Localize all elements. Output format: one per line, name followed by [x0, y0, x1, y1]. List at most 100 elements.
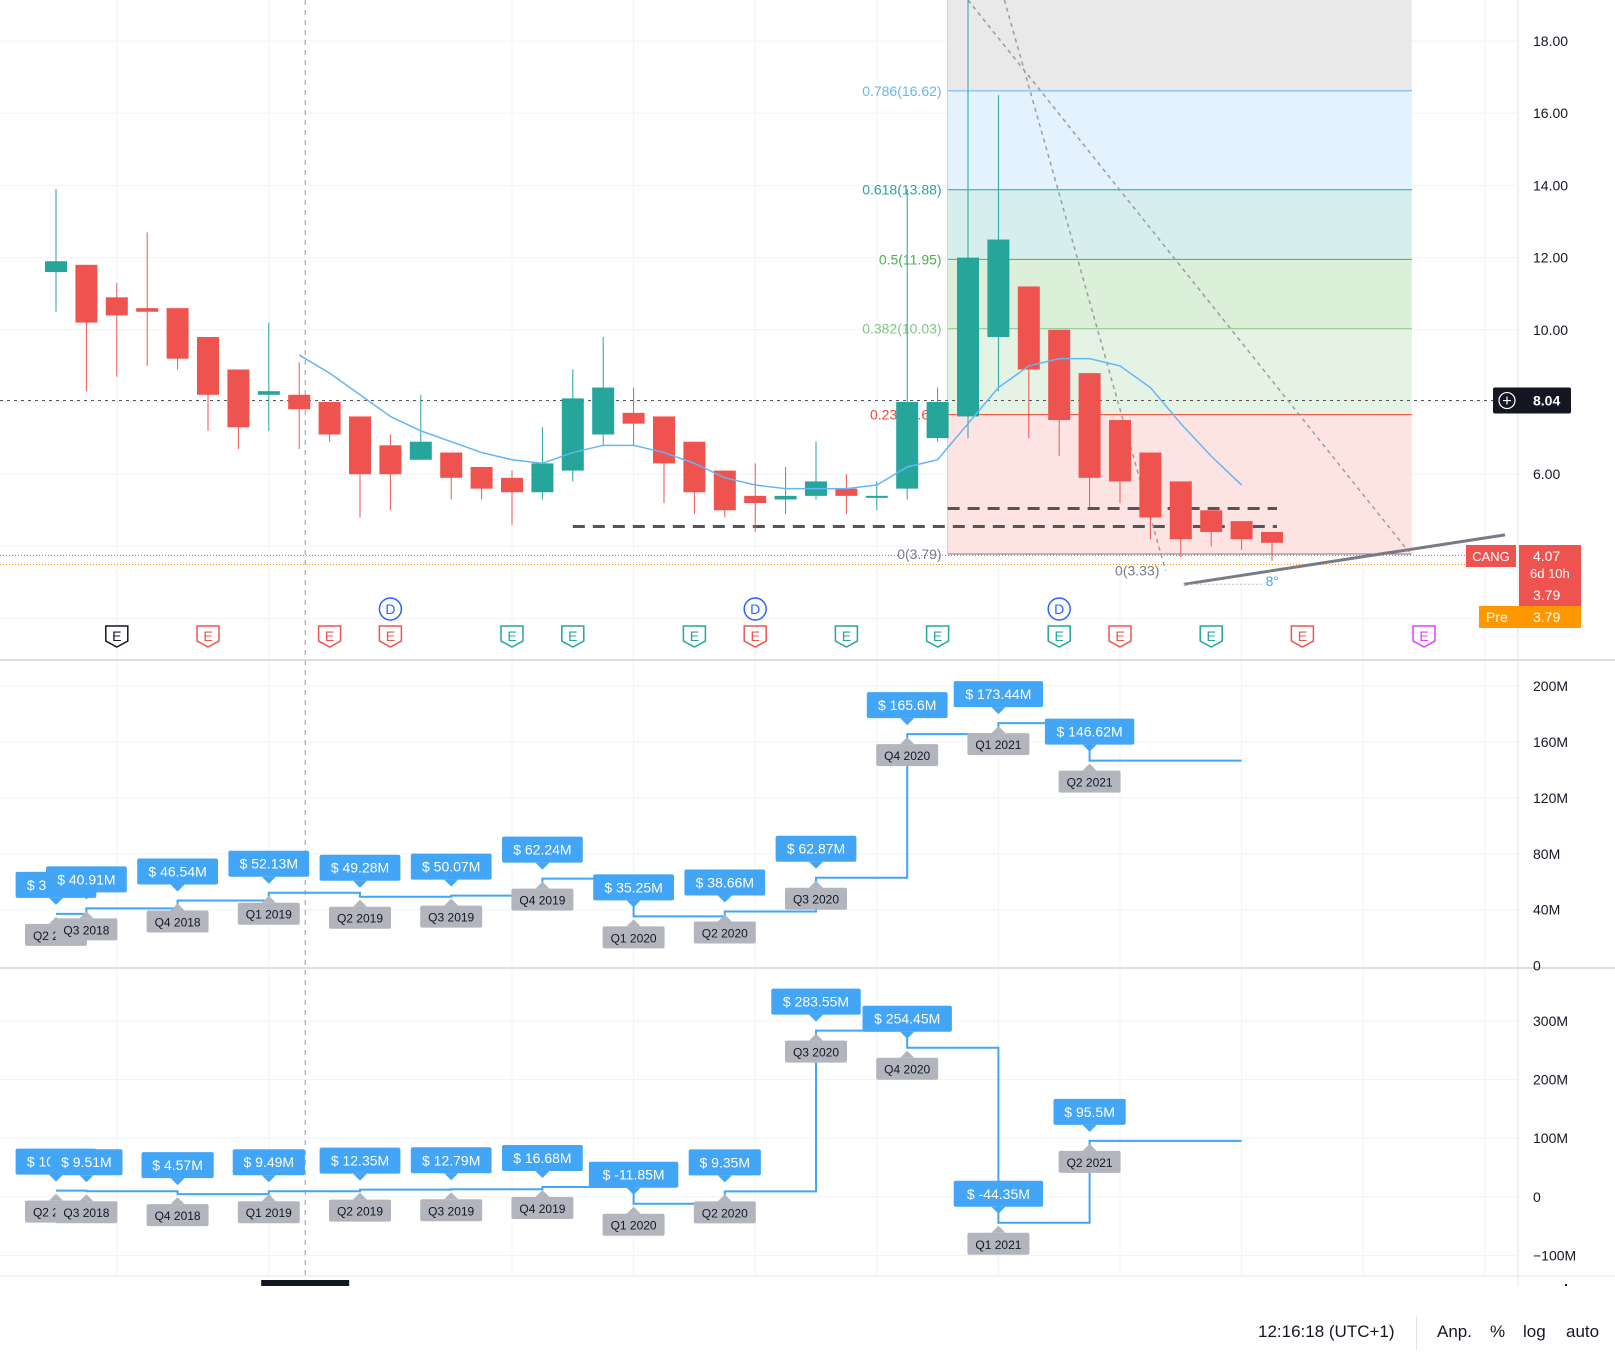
data-point[interactable]: $ 283.55M Q3 2020: [771, 988, 861, 1063]
candle-body: [1109, 420, 1131, 482]
data-point[interactable]: $ 146.62M Q2 2021: [1044, 718, 1135, 793]
data-point[interactable]: $ -44.35M Q1 2021: [953, 1180, 1044, 1255]
candle: [622, 387, 645, 446]
earnings-event-icon[interactable]: E: [196, 625, 220, 648]
fib-level-label: 0(3.79): [897, 546, 941, 562]
add-plus-icon[interactable]: [1498, 391, 1516, 410]
data-point[interactable]: $ 16.68M Q4 2019: [502, 1145, 583, 1220]
data-point[interactable]: $ 12.35M Q2 2019: [319, 1147, 401, 1222]
candle: [136, 232, 159, 366]
earnings-event-icon[interactable]: E: [925, 625, 950, 648]
dividend-event-icon[interactable]: D: [743, 597, 767, 621]
income-axis-label: 0: [1533, 1189, 1541, 1205]
earnings-letter: E: [1207, 628, 1216, 644]
data-point[interactable]: $ 38.66M Q2 2020: [684, 869, 766, 944]
event-markers[interactable]: E E E E E E E E E E E E E E ED D D: [105, 597, 1436, 648]
data-point[interactable]: $ 52.13M Q1 2019: [228, 850, 310, 925]
earnings-event-icon[interactable]: E: [1290, 625, 1315, 648]
data-point[interactable]: $ 9.49M Q1 2019: [232, 1149, 305, 1224]
candle: [744, 463, 767, 532]
price-axis-label: 12.00: [1533, 250, 1568, 266]
quarter-label: Q4 2018: [155, 1209, 201, 1223]
candle: [1109, 420, 1131, 504]
data-point[interactable]: $ 62.24M Q4 2019: [502, 836, 583, 911]
quarter-label-pointer: [261, 895, 276, 903]
earnings-event-icon[interactable]: E: [682, 625, 707, 648]
data-point[interactable]: $ 40.91M Q3 2018: [46, 866, 127, 941]
data-point[interactable]: $ 95.5M Q2 2021: [1053, 1098, 1126, 1173]
value-label-pointer: [809, 1014, 823, 1022]
candle-body: [197, 337, 219, 395]
value-label-pointer: [535, 1171, 550, 1179]
earnings-event-icon[interactable]: E: [561, 625, 585, 648]
candle: [45, 189, 67, 312]
quarter-label-pointer: [79, 911, 94, 919]
value-label: $ 16.68M: [513, 1150, 571, 1166]
data-point[interactable]: $ 165.6M Q4 2020: [866, 692, 948, 767]
quarter-label-box: [420, 1199, 483, 1222]
quarter-label-pointer: [170, 903, 185, 911]
value-label-pointer: [717, 1175, 732, 1183]
log-scale-button[interactable]: log: [1523, 1322, 1546, 1341]
fibonacci-retracement[interactable]: 0.786(16.62) 0.618(13.88) 0.5(11.95) 0.382(…: [862, 0, 1412, 562]
dividend-badge: [1047, 597, 1071, 621]
percent-scale-button[interactable]: %: [1490, 1322, 1506, 1341]
data-point[interactable]: $ 173.44M Q1 2021: [953, 681, 1044, 756]
data-point[interactable]: $ -11.85M Q1 2020: [588, 1161, 679, 1236]
candle: [835, 474, 858, 514]
data-point[interactable]: $ 9.51M Q3 2018: [50, 1149, 123, 1224]
earnings-event-icon[interactable]: E: [378, 625, 403, 648]
chart-canvas[interactable]: 0.786(16.62) 0.618(13.88) 0.5(11.95) 0.382(…: [0, 0, 1615, 1290]
earnings-event-icon[interactable]: E: [105, 625, 129, 648]
data-point[interactable]: $ 49.28M Q2 2019: [319, 854, 401, 929]
earnings-event-icon[interactable]: E: [1412, 625, 1436, 648]
trend-line-support[interactable]: [1183, 533, 1506, 586]
earnings-badge: [500, 625, 524, 648]
dividend-event-icon[interactable]: D: [378, 597, 403, 621]
data-point[interactable]: $ 46.54M Q4 2018: [137, 858, 218, 933]
auto-scale-button[interactable]: auto: [1566, 1322, 1600, 1341]
data-point[interactable]: $ 254.45M Q4 2020: [862, 1005, 952, 1080]
value-label-pointer: [1082, 1124, 1097, 1132]
earnings-badge: [561, 625, 585, 648]
earnings-event-icon[interactable]: E: [500, 625, 524, 648]
data-point[interactable]: $ 12.79M Q3 2019: [410, 1147, 492, 1222]
data-point[interactable]: $ 62.87M Q3 2020: [775, 835, 857, 910]
value-label: $ 9.51M: [61, 1154, 112, 1170]
earnings-event-icon[interactable]: E: [1047, 625, 1071, 648]
adjust-button[interactable]: Anp.: [1437, 1322, 1472, 1341]
candle: [227, 369, 250, 449]
data-point[interactable]: $ 9.35M Q2 2020: [688, 1149, 761, 1224]
trend-line-dotted[interactable]: [1003, 0, 1167, 571]
quarter-label: Q3 2018: [63, 923, 109, 937]
quarter-label-box: [237, 902, 300, 925]
earnings-letter: E: [690, 628, 699, 644]
quarter-label-box: [329, 1199, 391, 1222]
value-label-box: [46, 866, 127, 893]
value-label-pointer: [809, 861, 823, 869]
value-label: $ 95.5M: [1064, 1104, 1115, 1120]
data-point[interactable]: $ 50.07M Q3 2019: [410, 853, 492, 928]
user-drawings[interactable]: 8° 0(3.33): [0, 0, 1518, 1276]
dividend-event-icon[interactable]: D: [1047, 597, 1071, 621]
candle-body: [379, 445, 402, 475]
trend-line-dotted[interactable]: [967, 0, 1410, 553]
fib-zone: [947, 328, 1412, 415]
quarter-label: Q3 2018: [63, 1206, 109, 1220]
earnings-event-icon[interactable]: E: [1108, 625, 1132, 648]
price-axis-label: 18.00: [1533, 33, 1568, 49]
divider: [1416, 1316, 1417, 1350]
clock-readout[interactable]: 12:16:18 (UTC+1): [1258, 1322, 1395, 1341]
earnings-event-icon[interactable]: E: [834, 625, 859, 648]
value-label: $ 12.79M: [422, 1152, 480, 1168]
quarter-label-pointer: [809, 880, 823, 888]
earnings-event-icon[interactable]: E: [743, 625, 767, 648]
candle: [257, 322, 280, 431]
value-label-pointer: [444, 879, 459, 887]
earnings-event-icon[interactable]: E: [317, 625, 342, 648]
data-point[interactable]: $ 35.25M Q1 2020: [593, 874, 674, 949]
candle-body: [75, 264, 98, 323]
earnings-event-icon[interactable]: E: [1199, 625, 1223, 648]
candle-body: [896, 402, 919, 489]
data-point[interactable]: $ 4.57M Q4 2018: [141, 1152, 214, 1227]
